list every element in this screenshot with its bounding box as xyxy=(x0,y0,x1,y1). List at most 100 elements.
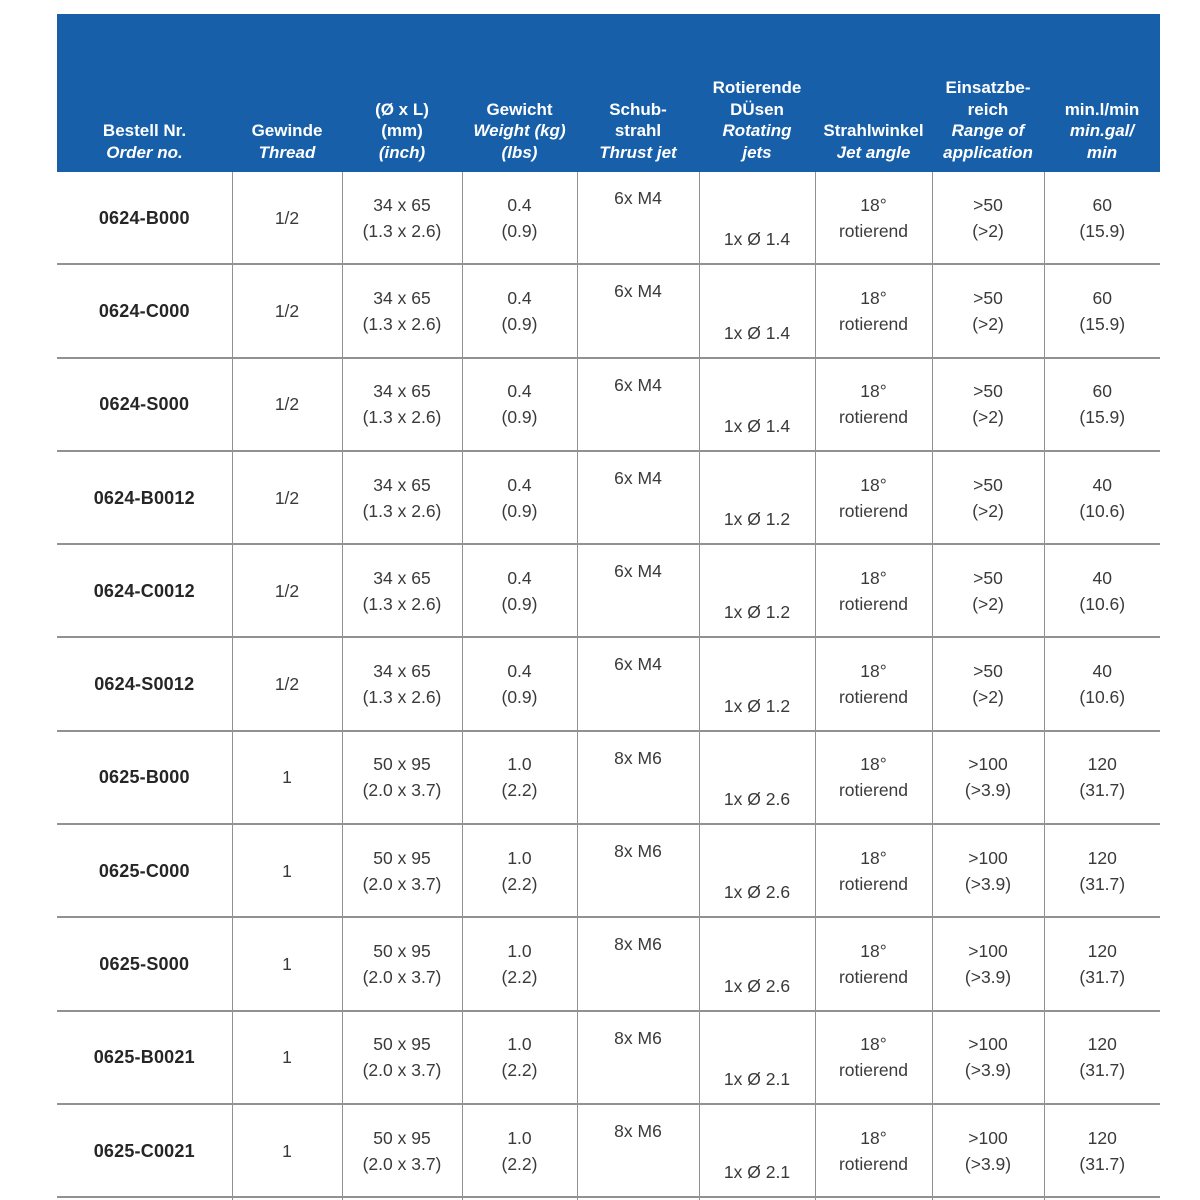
cell-weight: 1.0 (2.2) xyxy=(461,1102,577,1198)
cell-dimensions: 34 x 65 (1.3 x 2.6) xyxy=(341,543,462,638)
cell-flow: 120(31.7) xyxy=(1043,1009,1160,1104)
cell-line: >50 xyxy=(973,567,1003,588)
cell-line: 0625-S000 xyxy=(99,954,190,975)
cell-dimensions: 34 x 65 (1.3 x 2.6) xyxy=(341,636,462,731)
cell-line: >50 xyxy=(973,474,1003,495)
cell-application-range: >100(>3.9) xyxy=(931,1196,1044,1200)
cell-line: >50 xyxy=(973,194,1003,215)
header-line: DÜsen xyxy=(730,99,784,119)
cell-line: 1/2 xyxy=(274,674,300,695)
cell-line: (10.6) xyxy=(1079,500,1126,521)
cell-line: >100 xyxy=(968,754,1008,775)
cell-flow: 120(31.7) xyxy=(1043,916,1160,1011)
header-line: Order no. xyxy=(106,142,183,162)
cell-line: 50 x 95 xyxy=(373,754,431,775)
cell-application-range: >100 (>3.9) xyxy=(931,823,1044,918)
cell-application-range: >50 (>2) xyxy=(931,263,1044,358)
cell-order-no: 0625-S0021 xyxy=(57,1196,232,1200)
cell-line: (2.0 x 3.7) xyxy=(362,1153,442,1174)
cell-line: (0.9) xyxy=(501,220,538,241)
cell-line: 1 xyxy=(282,767,292,788)
col-header-thread: Gewinde Thread xyxy=(232,14,342,172)
table-row: 0624-B0012 1/2 34 x 65 (1.3 x 2.6) 0.4 (0.9) 6… xyxy=(57,449,1160,545)
table-row: 0624-B000 1/2 34 x 65 (1.3 x 2.6) 0.4 (0.9) 6x… xyxy=(57,172,1160,265)
cell-line: 6x M4 xyxy=(614,654,662,675)
cell-line: (>2) xyxy=(972,687,1004,708)
cell-line: (10.6) xyxy=(1079,593,1126,614)
cell-line: (0.9) xyxy=(501,687,538,708)
col-header-application-range: Einsatzbe-reich Range of application xyxy=(932,14,1044,172)
cell-line: (1.3 x 2.6) xyxy=(362,313,442,334)
cell-rotating-jets: 1x Ø 1.4 xyxy=(698,172,815,265)
cell-thread: 1 xyxy=(231,916,342,1011)
col-header-flow: min.l/min min.gal/min xyxy=(1044,14,1160,172)
cell-thrust-jet: 8x M6 xyxy=(576,1102,699,1198)
cell-jet-angle: 18°rotierend xyxy=(814,916,932,1011)
cell-thread: 1 xyxy=(231,1102,342,1198)
cell-line: 60 xyxy=(1092,287,1112,308)
cell-thread: 1 xyxy=(231,823,342,918)
cell-flow: 60 (15.9) xyxy=(1043,263,1160,358)
cell-line: 18° xyxy=(860,381,887,402)
header-line: Schub- xyxy=(609,99,667,119)
cell-line: 0624-B0012 xyxy=(93,487,195,508)
cell-line: rotierend xyxy=(838,220,909,241)
cell-line: 120 xyxy=(1087,754,1117,775)
cell-line: 18° xyxy=(860,847,887,868)
cell-line: (>2) xyxy=(972,407,1004,428)
cell-line: 0.4 xyxy=(507,287,532,308)
cell-line: 34 x 65 xyxy=(373,287,431,308)
cell-line: 40 xyxy=(1092,661,1112,682)
table-row: 0624-S000 1/2 34 x 65 (1.3 x 2.6) 0.4 (0.9) 6x… xyxy=(57,356,1160,451)
cell-line: >100 xyxy=(968,1127,1008,1148)
cell-order-no: 0625-B0021 xyxy=(57,1009,232,1104)
cell-line: 18° xyxy=(860,474,887,495)
cell-line: 1/2 xyxy=(274,487,300,508)
cell-line: 1x Ø 2.1 xyxy=(723,1068,791,1089)
header-line: reich xyxy=(967,99,1009,119)
cell-line: 34 x 65 xyxy=(373,661,431,682)
cell-thrust-jet: 6x M4 xyxy=(576,543,699,638)
cell-line: (0.9) xyxy=(501,500,538,521)
cell-line: 8x M6 xyxy=(614,841,662,862)
cell-line: (>3.9) xyxy=(964,873,1012,894)
cell-flow: 120(31.7) xyxy=(1043,1196,1160,1200)
cell-rotating-jets: 1x Ø 2.6 xyxy=(698,823,815,918)
cell-line: 1.0 xyxy=(507,1034,532,1055)
cell-flow: 40 (10.6) xyxy=(1043,449,1160,545)
cell-line: (>3.9) xyxy=(964,1060,1012,1081)
cell-line: rotierend xyxy=(838,593,909,614)
cell-jet-angle: 18°rotierend xyxy=(814,1196,932,1200)
cell-line: 0.4 xyxy=(507,194,532,215)
cell-application-range: >100 (>3.9) xyxy=(931,1009,1044,1104)
cell-rotating-jets: 1x Ø 2.1 xyxy=(698,1102,815,1198)
cell-weight: 0.4 (0.9) xyxy=(461,263,577,358)
cell-line: (10.6) xyxy=(1079,687,1126,708)
table-row: 0625-S00211″50 x 95(2.0 x 3.7)1.0(2.2)8x… xyxy=(57,1196,1160,1200)
cell-line: 1x Ø 1.2 xyxy=(723,695,791,716)
col-header-rotating-jets: Rotierende DÜsen Rotating jets xyxy=(699,14,815,172)
cell-line: >50 xyxy=(973,287,1003,308)
cell-line: >100 xyxy=(968,847,1008,868)
cell-line: 0625-B000 xyxy=(98,767,190,788)
cell-line: 1/2 xyxy=(274,394,300,415)
cell-line: 6x M4 xyxy=(614,467,662,488)
header-line: Thread xyxy=(258,142,316,162)
cell-line: >100 xyxy=(968,1034,1008,1055)
cell-line: 120 xyxy=(1087,847,1117,868)
cell-application-range: >50 (>2) xyxy=(931,356,1044,451)
cell-jet-angle: 18°rotierend xyxy=(814,356,932,451)
cell-line: (2.2) xyxy=(501,1060,538,1081)
cell-line: 1x Ø 1.4 xyxy=(723,322,791,343)
cell-jet-angle: 18°rotierend xyxy=(814,1102,932,1198)
header-line: Bestell Nr. xyxy=(102,121,187,140)
cell-weight: 1.0 (2.2) xyxy=(461,916,577,1011)
cell-jet-angle: 18°rotierend xyxy=(814,823,932,918)
cell-line: 18° xyxy=(860,661,887,682)
cell-line: (>2) xyxy=(972,500,1004,521)
cell-thrust-jet: 8x M6 xyxy=(576,1009,699,1104)
cell-jet-angle: 18°rotierend xyxy=(814,543,932,638)
table-row: 0625-S000 1 50 x 95 (2.0 x 3.7) 1.0 (2.2) 8x M… xyxy=(57,916,1160,1011)
cell-weight: 0.4 (0.9) xyxy=(461,543,577,638)
cell-order-no: 0625-C0021 xyxy=(57,1102,232,1198)
